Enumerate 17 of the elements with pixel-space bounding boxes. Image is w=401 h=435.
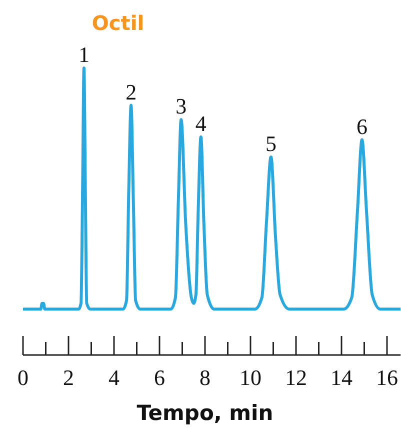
x-tick-label: 8 xyxy=(200,365,210,390)
annotation: 6 xyxy=(356,114,368,139)
annotation: 2 xyxy=(126,79,137,104)
x-tick-label: 14 xyxy=(330,365,352,390)
annotation: 5 xyxy=(265,130,276,156)
x-tick-label: 12 xyxy=(285,365,307,390)
x-tick-label: 6 xyxy=(154,365,165,390)
x-tick-label: 4 xyxy=(108,365,120,390)
x-tick-label: 16 xyxy=(376,365,398,390)
chart-title: Octil xyxy=(92,11,144,35)
x-axis-title: Tempo, min xyxy=(136,401,274,425)
annotation: 3 xyxy=(176,94,187,119)
x-tick-label: 2 xyxy=(63,365,74,390)
annotation: 1 xyxy=(78,42,90,67)
x-tick-label: 10 xyxy=(240,365,262,390)
annotation: 4 xyxy=(195,110,206,136)
x-tick-label: 0 xyxy=(18,365,28,390)
